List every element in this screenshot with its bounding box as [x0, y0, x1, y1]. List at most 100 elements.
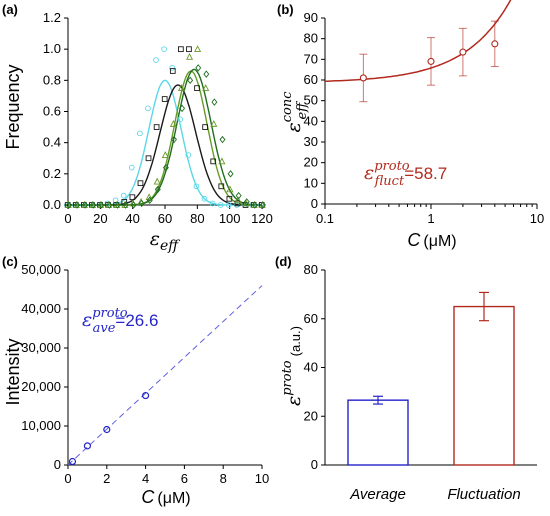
panel-a-series-2-point — [153, 124, 160, 130]
panel-a-series-4-point — [259, 201, 266, 209]
panel-a-series-4-point — [243, 198, 250, 206]
panel-c-point — [103, 425, 111, 434]
panel-a-series-4-point — [162, 163, 169, 172]
panel-c-x-tick-label: 4 — [142, 471, 149, 486]
panel-b-x-title-unit: (μM) — [423, 233, 456, 250]
panel-c-annotation: εproto ave=26.6 — [82, 306, 158, 336]
panel-a-series-3-point — [234, 196, 242, 204]
panel-a-series-4-point — [122, 201, 129, 209]
panel-c: (c) 0 2 4 6 8 10 0 10,000 20,000 30,000 40,000 50,0… — [2, 254, 269, 507]
panel-c-point — [142, 391, 150, 400]
panel-b-x-title: C (μM) — [407, 230, 456, 250]
panel-a-x-title-main: ε — [150, 228, 160, 250]
panel-c-x-title: C (μM) — [141, 487, 190, 507]
panel-c-annotation-main: ε — [82, 309, 92, 331]
panel-a-y-tick-label: 0.4 — [43, 135, 61, 150]
panel-b-y-tick-label: 10 — [304, 175, 318, 190]
panel-a-series-4-point — [195, 64, 202, 72]
panel-a-x-tick-label: 0 — [64, 211, 71, 226]
panel-a-series-3-point — [186, 52, 194, 60]
panel-a-series-3-point — [226, 185, 234, 193]
panel-d-y-title-sup: proto — [280, 360, 295, 396]
panel-d-y-tick-label: 80 — [304, 262, 318, 277]
panel-b-point — [359, 74, 367, 82]
panel-c-x-tick-label: 8 — [220, 471, 227, 486]
panel-c-y-tick-label: 50,000 — [21, 262, 61, 277]
panel-c-fit-line — [67, 285, 263, 466]
panel-b-y-title: εconceff — [280, 91, 310, 133]
panel-a-x-tick-label: 40 — [125, 211, 139, 226]
panel-a-series-4-point — [227, 170, 234, 178]
panel-a-series-2-point — [178, 46, 184, 53]
panel-a-x-tick-label: 20 — [93, 211, 107, 226]
panel-a-series-3-point — [242, 199, 250, 207]
panel-b-point — [491, 40, 499, 48]
panel-d-bars: Average Fluctuation — [347, 291, 521, 503]
panel-a-markers — [64, 45, 266, 209]
panel-b-y-tick-label: 20 — [304, 155, 318, 170]
panel-b-annotation-sup: proto — [374, 159, 410, 174]
panel-a-series-3-point — [194, 45, 202, 53]
panel-d-y-title-text: εproto (a.u.) — [280, 326, 305, 406]
panel-a-series-1-point — [161, 46, 167, 53]
panel-a-y-tick-label: 0.2 — [43, 166, 61, 181]
panel-a-series-1-point — [145, 105, 151, 112]
panel-a-series-2-point — [121, 199, 128, 205]
panel-a-series-4-point — [171, 135, 177, 144]
panel-b-y-title-main: ε — [283, 122, 305, 132]
panel-a-x-title-sub: eff — [160, 238, 180, 254]
panel-a-series-3-point — [210, 119, 218, 127]
panel-b-annotation-sub: fluct — [374, 174, 405, 189]
panel-c-point — [83, 442, 92, 450]
panel-c-y-tick-label: 10,000 — [21, 418, 61, 433]
panel-c-y-tick-label: 30,000 — [21, 340, 61, 355]
panel-d-y-tick-label: 20 — [304, 408, 318, 423]
panel-a-series-2-point — [169, 68, 176, 74]
panel-a-series-4-point — [74, 201, 80, 209]
panel-c-label: (c) — [2, 254, 18, 269]
panel-a-series-4-point — [90, 201, 97, 209]
panel-d-y-title: εproto (a.u.) — [280, 326, 305, 406]
panel-d-y-title-unit: (a.u.) — [288, 326, 303, 356]
panel-a-series-1-point — [209, 200, 216, 207]
panel-a-ticks: 0 20 40 60 80 100 120 0.0 0.2 0.4 0.6 0.8 1.0 1.2 — [43, 10, 273, 226]
panel-a-x-tick-label: 80 — [190, 211, 204, 226]
panel-c-point — [68, 457, 77, 466]
panel-b-annotation: εproto fluct=58.7 — [364, 159, 447, 189]
panel-c-x-tick-label: 0 — [64, 471, 71, 486]
panel-a-series-4-point — [219, 135, 226, 144]
panel-a: (a) 0 20 40 60 80 100 120 0.0 0.2 0.4 0.6 0.8 1.0 1.2… — [2, 2, 273, 254]
panel-b-y-tick-label: 60 — [304, 72, 318, 87]
panel-b-x-tick-label: 1 — [427, 211, 434, 226]
panel-b-annotation-value: =58.7 — [404, 164, 447, 183]
panel-a-series-1-point — [193, 183, 200, 190]
panel-a-series-4-point — [203, 70, 210, 78]
panel-a-series-4-point — [211, 98, 218, 106]
panel-b-y-tick-label: 30 — [304, 134, 318, 149]
panel-a-series-1-point — [169, 65, 176, 71]
panel-a-series-3-point — [153, 177, 161, 185]
panel-b-points — [359, 20, 499, 103]
panel-c-x-tick-label: 2 — [103, 471, 110, 486]
panel-a-series-2-point — [129, 194, 136, 201]
panel-c-annotation-sub: ave — [93, 321, 116, 336]
panel-a-x-tick-label: 60 — [158, 211, 172, 226]
panel-a-label: (a) — [2, 2, 18, 17]
panel-a-series-1-point — [217, 202, 224, 208]
panel-c-y-tick-label: 0 — [54, 457, 61, 472]
panel-a-series-4-curve — [68, 68, 263, 206]
panel-a-series-3-point — [169, 119, 177, 127]
panel-a-series-3-point — [202, 84, 210, 91]
panel-c-x-title-unit: (μM) — [157, 490, 190, 507]
panel-b-ticks: 0.1 1 10 0 10 20 30 40 50 60 70 80 90 — [304, 10, 545, 226]
panel-b-x-title-main: C — [407, 230, 421, 250]
panel-b-point — [427, 57, 435, 65]
panel-a-series-4-point — [65, 201, 72, 209]
panel-a-x-tick-label: 120 — [251, 211, 273, 226]
panel-a-series-4-point — [98, 201, 105, 209]
panel-a-series-4-point — [187, 76, 194, 85]
panel-a-series-3-point — [218, 157, 226, 165]
panel-c-ticks: 0 2 4 6 8 10 0 10,000 20,000 30,000 40,000 50,000 — [21, 262, 269, 486]
panel-a-series-2-point — [202, 124, 208, 130]
